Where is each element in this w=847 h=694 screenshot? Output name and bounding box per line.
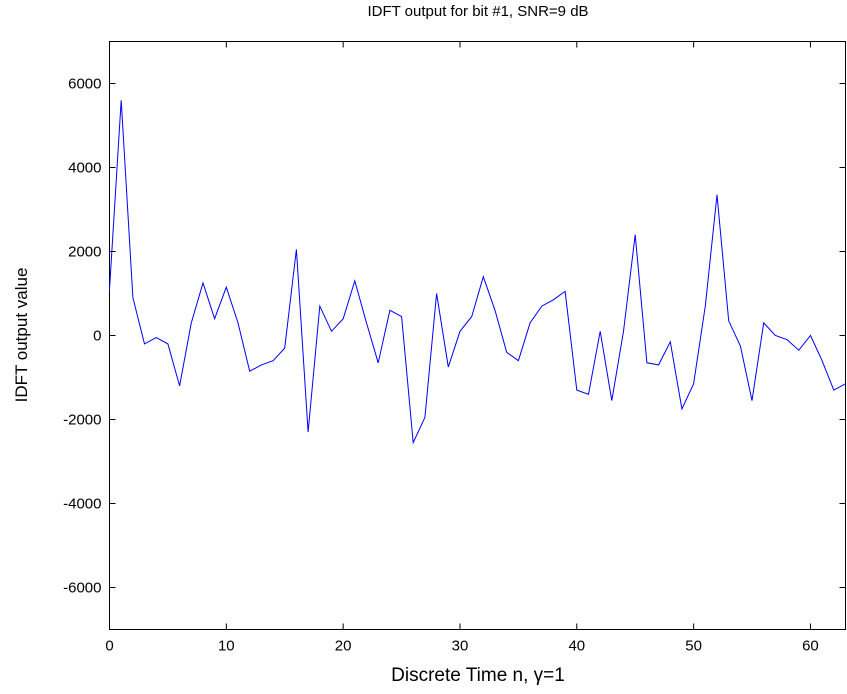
- x-tick-label: 30: [452, 638, 469, 655]
- x-tick-label: 0: [105, 638, 113, 655]
- chart-title: IDFT output for bit #1, SNR=9 dB: [367, 3, 588, 20]
- y-tick-label: 6000: [68, 76, 101, 93]
- x-tick-label: 20: [335, 638, 352, 655]
- y-tick-label: 0: [93, 328, 101, 345]
- y-axis-label: IDFT output value: [12, 268, 31, 403]
- y-tick-label: 2000: [68, 244, 101, 261]
- x-axis-label: Discrete Time n, γ=1: [391, 665, 565, 686]
- y-tick-label: 4000: [68, 160, 101, 177]
- axis-tick-labels: 0 10 20 30 40 50 60 -6000 -4000 -2000 0 2000 4000 600…: [63, 76, 819, 655]
- x-tick-label: 10: [218, 638, 235, 655]
- x-tick-label: 40: [568, 638, 585, 655]
- plot-area: [109, 41, 846, 630]
- y-tick-label: -4000: [63, 496, 101, 513]
- series-layer: [109, 100, 846, 445]
- x-tick-label: 60: [802, 638, 819, 655]
- series-line: [109, 100, 846, 445]
- x-tick-label: 50: [685, 638, 702, 655]
- axis-ticks: [109, 41, 846, 630]
- y-tick-label: -6000: [63, 580, 101, 597]
- y-tick-label: -2000: [63, 412, 101, 429]
